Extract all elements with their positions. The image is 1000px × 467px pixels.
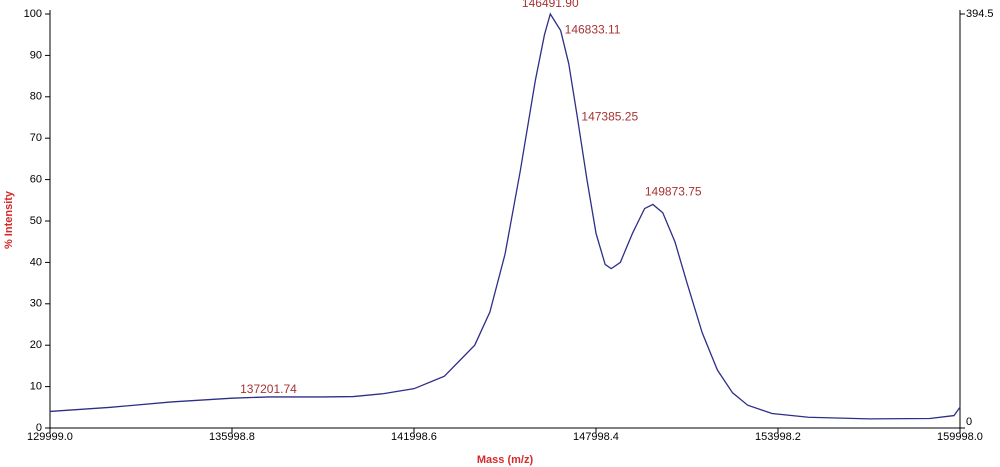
x-axis-title: Mass (m/z) (477, 454, 534, 466)
y-tick-label: 40 (30, 256, 42, 268)
y2-tick-label: 394.5 (966, 8, 994, 20)
peak-label: 137201.74 (240, 382, 297, 396)
spectrum-line (49, 12, 961, 420)
peak-label: 146491.90 (522, 0, 579, 10)
peak-label: 149873.75 (645, 185, 702, 199)
x-tick-label: 129999.0 (27, 431, 73, 443)
y-tick-label: 100 (24, 8, 42, 20)
x-tick-label: 153998.2 (755, 431, 801, 443)
x-tick-label: 135998.8 (209, 431, 255, 443)
y-tick-label: 30 (30, 298, 42, 310)
y-tick-label: 70 (30, 132, 42, 144)
y-tick-label: 20 (30, 339, 42, 351)
y-tick-label: 50 (30, 215, 42, 227)
y-tick-label: 90 (30, 49, 42, 61)
y-tick-label: 80 (30, 91, 42, 103)
peak-label: 146833.11 (565, 23, 621, 37)
y-tick-label: 0 (36, 422, 42, 434)
y-tick-label: 10 (30, 381, 42, 393)
x-tick-label: 141998.6 (391, 431, 437, 443)
y-axis-title: % Intensity (3, 190, 15, 249)
peak-label: 147385.25 (581, 110, 638, 124)
x-tick-label: 147998.4 (573, 431, 619, 443)
x-tick-label: 159998.0 (937, 431, 983, 443)
y2-tick-label: 0 (966, 416, 972, 428)
y-tick-label: 60 (30, 174, 42, 186)
